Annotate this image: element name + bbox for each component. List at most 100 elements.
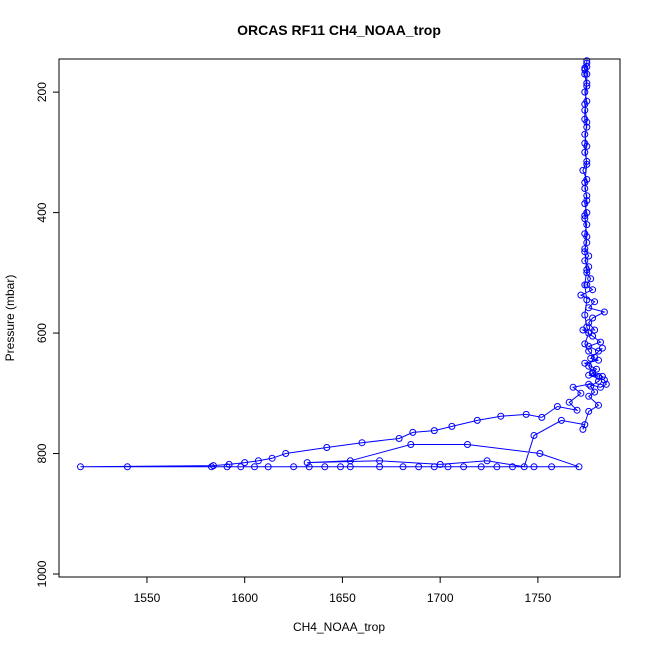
data-point (241, 459, 249, 467)
data-point (430, 463, 438, 471)
data-point (290, 463, 298, 471)
data-point (577, 291, 585, 299)
data-point (581, 88, 589, 96)
x-axis-title: CH4_NOAA_trop (293, 620, 385, 634)
data-point (208, 463, 215, 471)
data-point (595, 377, 602, 385)
data-point (581, 179, 589, 186)
data-point (477, 463, 485, 471)
data-point (251, 463, 258, 471)
data-point (583, 123, 591, 131)
x-axis: 1550 1600 1650 1700 1750 (134, 577, 552, 605)
data-point (589, 368, 597, 376)
data-point (268, 454, 276, 462)
data-point (581, 421, 589, 429)
data-point (557, 416, 565, 424)
data-point (358, 439, 366, 447)
data-point (581, 212, 589, 220)
data-point (493, 463, 501, 471)
data-point (583, 192, 591, 200)
data-point (602, 380, 610, 388)
data-point (585, 407, 593, 415)
data-point (585, 380, 593, 388)
data-point (579, 425, 587, 433)
data-point (597, 383, 604, 391)
data-point (583, 323, 591, 331)
data-point (436, 460, 444, 468)
data-point (597, 338, 604, 346)
data-point (579, 166, 587, 174)
data-point (444, 463, 452, 471)
data-point (530, 463, 538, 471)
data-point (587, 382, 595, 390)
data-point (77, 463, 84, 471)
data-point (497, 412, 505, 420)
data-point (376, 457, 384, 465)
data-point (395, 435, 403, 442)
plot-frame (58, 58, 621, 578)
y-tick-label: 200 (35, 82, 49, 102)
data-point (598, 372, 606, 380)
data-point (581, 340, 589, 348)
data-point (598, 344, 606, 352)
data-point (573, 406, 581, 414)
data-point (583, 197, 591, 204)
data-point (595, 401, 602, 409)
data-point (553, 403, 561, 410)
data-point (581, 139, 589, 147)
data-point (565, 398, 573, 406)
data-point (583, 266, 591, 274)
data-point (303, 459, 311, 467)
data-point (223, 463, 231, 471)
x-tick-label: 1650 (329, 591, 356, 605)
data-point (464, 441, 471, 448)
data-point (583, 296, 591, 304)
data-point (585, 329, 593, 337)
data-point (407, 441, 415, 448)
data-point (583, 79, 591, 87)
data-point (587, 275, 595, 283)
data-point (409, 428, 417, 436)
data-point (581, 215, 589, 223)
data-point (581, 281, 589, 289)
data-point (583, 160, 591, 168)
series-line (80, 60, 607, 468)
data-point (583, 269, 591, 277)
data-point (589, 286, 597, 294)
series-layer (77, 57, 610, 471)
data-point (583, 157, 591, 165)
data-point (282, 450, 290, 457)
data-point (530, 432, 538, 439)
data-point (585, 252, 593, 260)
data-point (583, 82, 591, 90)
y-tick-label: 400 (35, 202, 49, 222)
data-point (305, 463, 313, 471)
data-point (237, 463, 245, 471)
data-point (209, 462, 217, 470)
data-point (399, 463, 407, 471)
y-tick-label: 1000 (35, 560, 49, 587)
data-point (548, 463, 556, 471)
data-point (583, 70, 591, 78)
data-point (581, 100, 589, 108)
data-point (581, 311, 589, 319)
data-point (591, 353, 599, 361)
data-point (569, 383, 577, 391)
data-point (583, 233, 591, 241)
data-point (575, 463, 583, 471)
data-point (585, 347, 593, 355)
data-point (581, 148, 589, 156)
data-point (595, 372, 602, 380)
x-tick-label: 1750 (525, 591, 552, 605)
data-point (585, 392, 593, 400)
data-point (585, 304, 593, 312)
y-axis-title: Pressure (mbar) (3, 275, 17, 362)
data-point (346, 457, 354, 465)
data-point (483, 457, 491, 465)
data-point (581, 257, 589, 265)
data-point (520, 463, 528, 471)
x-tick-label: 1700 (427, 591, 454, 605)
data-point (264, 463, 272, 471)
data-point (589, 314, 597, 322)
data-point (460, 463, 468, 471)
